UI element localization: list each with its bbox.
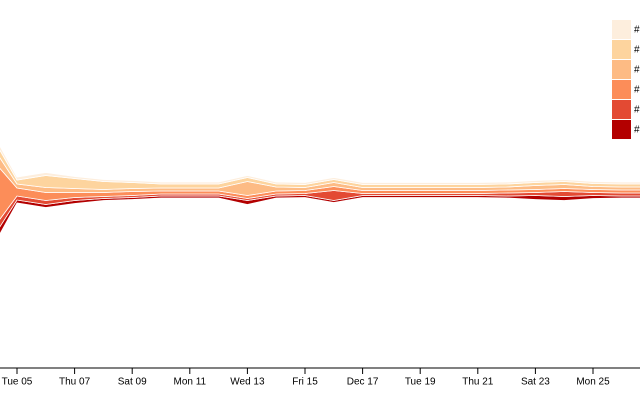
x-tick-label: Fri 15 [292,377,318,388]
stream-layer [0,195,640,235]
legend-label: # [634,25,640,36]
legend-swatch [612,100,631,119]
legend-label: # [634,125,640,136]
x-tick-label: Sat 09 [118,377,147,388]
stream-layer [0,145,640,185]
legend-swatch [612,60,631,79]
x-tick-label: Tue 19 [405,377,436,388]
legend-swatch [612,120,631,139]
x-tick-label: Thu 21 [462,377,494,388]
x-tick-label: Mon 25 [576,377,610,388]
legend-label: # [634,45,640,56]
legend-label: # [634,65,640,76]
legend-label: # [634,85,640,96]
x-tick-label: Tue 05 [2,377,33,388]
x-tick-label: Dec 17 [347,377,379,388]
x-tick-label: Wed 13 [230,377,265,388]
legend-swatch [612,80,631,99]
legend-swatch [612,40,631,59]
x-tick-label: Mon 11 [173,377,206,388]
legend-label: # [634,105,640,116]
x-tick-label: Thu 07 [59,377,91,388]
legend-swatch [612,20,631,39]
x-tick-label: Sat 23 [521,377,550,388]
